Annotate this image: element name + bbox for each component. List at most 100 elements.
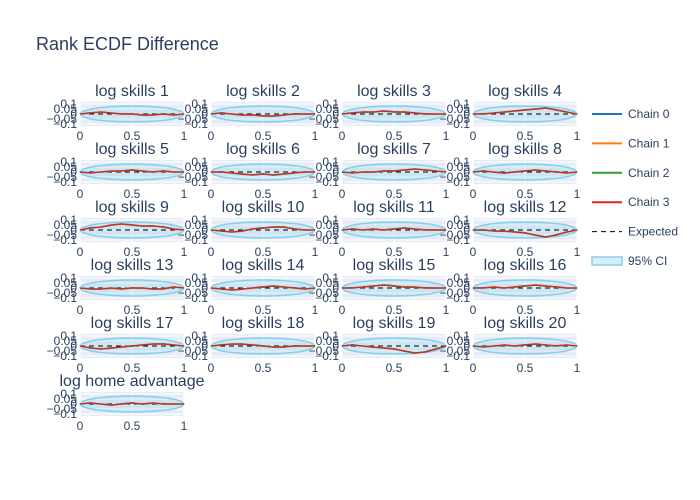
chain-3-line: [341, 227, 446, 231]
y-tick-label: 0: [70, 223, 77, 237]
x-tick-label: 1: [574, 303, 581, 317]
subplot-title: log skills 15: [353, 257, 436, 274]
subplot-log-skills-7: log skills 70.10.050−0.05−0.10 0.5 1: [309, 141, 450, 201]
x-tick-label: 0.5: [255, 303, 272, 317]
subplot-title: log skills 11: [353, 199, 435, 216]
legend-item-chain-1[interactable]: Chain 1: [592, 136, 670, 150]
x-tick-label: 0.5: [517, 245, 534, 259]
chain-3-line: [472, 343, 578, 348]
y-tick-label: 0: [201, 165, 208, 179]
y-tick-label: −0.05: [309, 170, 340, 184]
chain-3-line: [473, 107, 578, 115]
y-tick-label: 0.1: [191, 213, 208, 227]
y-tick-label: 0: [463, 223, 470, 237]
y-tick-label: 0.1: [322, 213, 339, 227]
subplot-log-skills-13: log skills 130.10.050−0.05−0.10 0.5 1: [47, 257, 188, 317]
subplot-title: log skills 14: [222, 257, 305, 274]
y-tick-label: 0.05: [185, 102, 209, 116]
y-tick-label: 0.05: [185, 160, 209, 174]
y-tick-label: 0.05: [447, 276, 471, 290]
y-tick-label: −0.1: [53, 117, 77, 131]
y-tick-label: −0.05: [309, 286, 340, 300]
subplot-title: log skills 19: [353, 315, 436, 332]
chain-3-line: [472, 169, 578, 174]
legend-item-chain-3[interactable]: Chain 3: [592, 195, 670, 209]
chain-3-line: [79, 223, 185, 231]
x-tick-label: 0: [208, 361, 215, 375]
subplot-log-skills-17: log skills 170.10.050−0.05−0.10 0.5 1: [47, 315, 188, 375]
subplot-log-skills-18: log skills 180.10.050−0.05−0.10 0.5 1: [178, 315, 319, 375]
y-tick-label: −0.1: [53, 291, 77, 305]
x-tick-label: 0: [77, 245, 84, 259]
y-tick-label: 0.05: [54, 392, 78, 406]
y-tick-label: 0.1: [322, 155, 339, 169]
subplot-log-skills-9: log skills 90.10.050−0.05−0.10 0.5 1: [47, 199, 188, 259]
chain-3-line: [342, 284, 446, 289]
x-tick-label: 1: [181, 129, 188, 143]
y-tick-label: 0: [70, 339, 77, 353]
legend-label: Expected: [628, 225, 678, 239]
chart-title: Rank ECDF Difference: [36, 34, 219, 54]
x-tick-label: 1: [312, 303, 319, 317]
subplot-title: log skills 17: [91, 315, 174, 332]
subplot-title: log skills 12: [484, 199, 567, 216]
y-tick-label: −0.1: [446, 175, 470, 189]
y-tick-label: 0.05: [54, 276, 78, 290]
y-tick-label: −0.05: [47, 402, 78, 416]
x-tick-label: 0: [339, 303, 346, 317]
y-tick-label: 0: [70, 107, 77, 121]
legend-item-95-ci[interactable]: 95% CI: [591, 254, 667, 268]
x-tick-label: 1: [181, 245, 188, 259]
legend-item-chain-0[interactable]: Chain 0: [592, 107, 670, 121]
legend-label: Chain 0: [628, 107, 670, 121]
chain-3-line: [341, 344, 447, 354]
y-tick-label: 0.05: [447, 334, 471, 348]
x-tick-label: 0: [208, 303, 215, 317]
x-tick-label: 0.5: [124, 419, 141, 433]
y-tick-label: 0: [201, 281, 208, 295]
y-tick-label: 0.1: [60, 155, 77, 169]
legend-item-expected[interactable]: Expected: [592, 225, 678, 239]
y-tick-label: −0.05: [309, 344, 340, 358]
y-tick-label: 0.05: [54, 160, 78, 174]
x-tick-label: 1: [574, 129, 581, 143]
x-tick-label: 0.5: [124, 129, 141, 143]
x-tick-label: 0.5: [124, 303, 141, 317]
x-tick-label: 0.5: [386, 187, 403, 201]
y-tick-label: 0.05: [316, 276, 340, 290]
chain-3-line: [79, 402, 184, 406]
y-tick-label: 0.1: [191, 97, 208, 111]
y-tick-label: −0.05: [440, 344, 471, 358]
chain-3-line: [210, 285, 316, 291]
y-tick-label: −0.05: [47, 344, 78, 358]
chain-3-line: [473, 229, 578, 238]
y-tick-label: 0.1: [322, 271, 339, 285]
x-tick-label: 0.5: [255, 187, 272, 201]
chain-3-line: [79, 169, 184, 174]
x-tick-label: 0.5: [124, 187, 141, 201]
x-tick-label: 0: [77, 361, 84, 375]
x-tick-label: 0.5: [517, 129, 534, 143]
legend[interactable]: Chain 0 Chain 1 Chain 2 Chain 3 Expected 95% …: [591, 107, 678, 268]
legend-item-chain-2[interactable]: Chain 2: [592, 166, 670, 180]
y-tick-label: 0.1: [453, 271, 470, 285]
y-tick-label: 0.1: [60, 97, 77, 111]
x-tick-label: 0: [339, 187, 346, 201]
y-tick-label: −0.05: [178, 228, 209, 242]
subplot-title: log skills 1: [95, 83, 169, 100]
x-tick-label: 1: [312, 245, 319, 259]
subplot-log-skills-3: log skills 30.10.050−0.05−0.10 0.5 1: [309, 83, 450, 143]
x-tick-label: 1: [181, 419, 188, 433]
y-tick-label: 0.05: [447, 218, 471, 232]
y-tick-label: −0.05: [178, 112, 209, 126]
x-tick-label: 0: [339, 245, 346, 259]
x-tick-label: 0: [77, 303, 84, 317]
y-tick-label: 0.1: [60, 387, 77, 401]
y-tick-label: −0.05: [178, 170, 209, 184]
x-tick-label: 0.5: [124, 361, 141, 375]
subplot-log-skills-19: log skills 190.10.050−0.05−0.10 0.5 1: [309, 315, 450, 375]
x-tick-label: 0: [470, 245, 477, 259]
subplot-title: log skills 9: [95, 199, 169, 216]
x-tick-label: 1: [312, 129, 319, 143]
y-tick-label: 0.1: [60, 271, 77, 285]
